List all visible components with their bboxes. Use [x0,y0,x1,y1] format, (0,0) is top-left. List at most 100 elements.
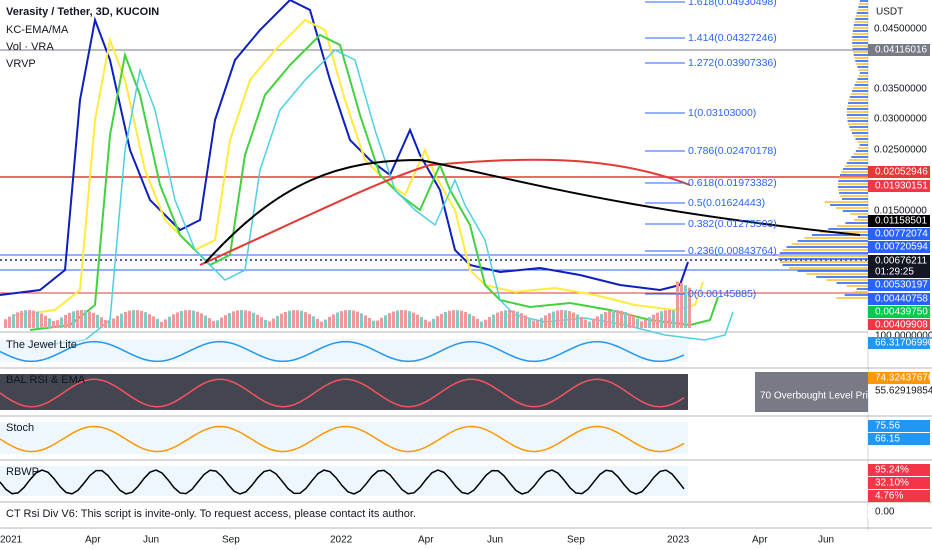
volume-profile-bar [851,156,868,158]
volume-bar [656,312,659,328]
volume-profile-bar [852,39,868,41]
volume-profile-bar [819,231,868,233]
volume-bar [52,321,55,328]
volume-bar [348,310,351,328]
volume-profile-bar [846,108,868,110]
volume-bar [352,310,355,328]
volume-bar [648,317,651,328]
volume-bar [540,317,543,328]
volume-profile-bar [842,168,868,170]
volume-profile-bar [846,162,868,164]
volume-bar [224,315,227,328]
volume-bar [296,310,299,328]
volume-bar [252,312,255,328]
volume-profile-bar [858,75,868,77]
volume-bar [396,310,399,328]
volume-bar [424,319,427,328]
volume-bar [620,310,623,328]
volume-bar [584,319,587,328]
volume-profile-bar [855,15,868,17]
volume-bar [304,312,307,328]
volume-bar [228,313,231,328]
volume-bar [92,312,95,328]
volume-profile-bar [839,174,868,176]
volume-bar [576,314,579,328]
value-tag [868,433,930,445]
volume-bar [492,314,495,328]
volume-profile-bar [816,276,868,278]
volume-bar [468,313,471,328]
volume-profile-bar [782,264,868,266]
volume-bar [64,314,67,328]
volume-bar [268,321,271,328]
volume-bar [532,320,535,328]
volume-bar [200,313,203,328]
fib-label: 1.414(0.04327246) [688,32,777,44]
volume-profile-bar [791,243,868,245]
volume-bar [232,311,235,328]
volume-bar [564,310,567,328]
volume-bar [32,310,35,328]
price-tick: 0.03000000 [874,114,927,125]
price-tag-label: 100.00000000 [875,331,932,342]
volume-bar [336,312,339,328]
value-tag-label: 55.62919854 [875,386,932,397]
volume-profile-bar [853,219,868,221]
volume-bar [416,314,419,328]
value-tag-label: 66.15 [875,434,900,445]
price-tag [868,44,930,56]
volume-bar [72,311,75,328]
volume-bar [320,321,323,328]
volume-bar [436,316,439,328]
volume-bar [116,315,119,328]
note: 70 Overbought Level Price [760,391,879,402]
volume-bar [476,318,479,328]
volume-profile-bar [838,177,868,179]
volume-profile-bar [797,240,868,242]
volume-bar [24,310,27,328]
panel-name: CT Rsi Div V6: This script is invite-onl… [6,508,416,520]
volume-bar [676,281,679,328]
price-tag [868,180,930,192]
volume-bar [96,314,99,328]
volume-profile-bar [849,126,868,128]
time-label: Sep [222,535,240,546]
volume-profile-bar [852,42,868,44]
volume-bar [664,310,667,328]
volume-bar [380,317,383,328]
volume-profile-bar [858,6,868,8]
volume-bar [180,310,183,328]
volume-profile-bar [811,234,868,236]
volume-profile-bar [778,255,868,257]
volume-bar [356,311,359,328]
volume-profile-bar [850,213,868,215]
volume-profile-bar [838,189,868,191]
volume-bar [472,316,475,328]
volume-bar [544,315,547,328]
value-tag [868,477,930,489]
volume-profile-bar [852,48,868,50]
chart-title: Verasity / Tether, 3D, KUCOIN [6,6,159,18]
volume-bar [140,310,143,328]
fib-label: 0.382(0.01275503) [688,218,777,230]
volume-bar [684,285,687,328]
volume-profile-bar [854,84,868,86]
volume-profile-bar [853,153,868,155]
volume-profile-bar [846,111,868,113]
volume-profile-bar [853,291,868,293]
price-tag-label: 0.00676211 [875,256,928,267]
value-tag [868,490,930,502]
value-tag-label: 74.32437676 [875,373,932,384]
volume-bar [8,316,11,328]
volume-bar [88,311,91,328]
volume-bar [580,316,583,328]
price-tag-label: 0.00409908 [875,320,928,331]
volume-profile-bar [856,12,868,14]
volume-profile-bar [837,186,868,188]
volume-profile-bar [836,282,868,284]
panel-name: BAL RSI & EMA [6,374,86,386]
price-tick: 0.04500000 [874,24,927,35]
volume-bar [500,311,503,328]
volume-bar [60,317,63,328]
